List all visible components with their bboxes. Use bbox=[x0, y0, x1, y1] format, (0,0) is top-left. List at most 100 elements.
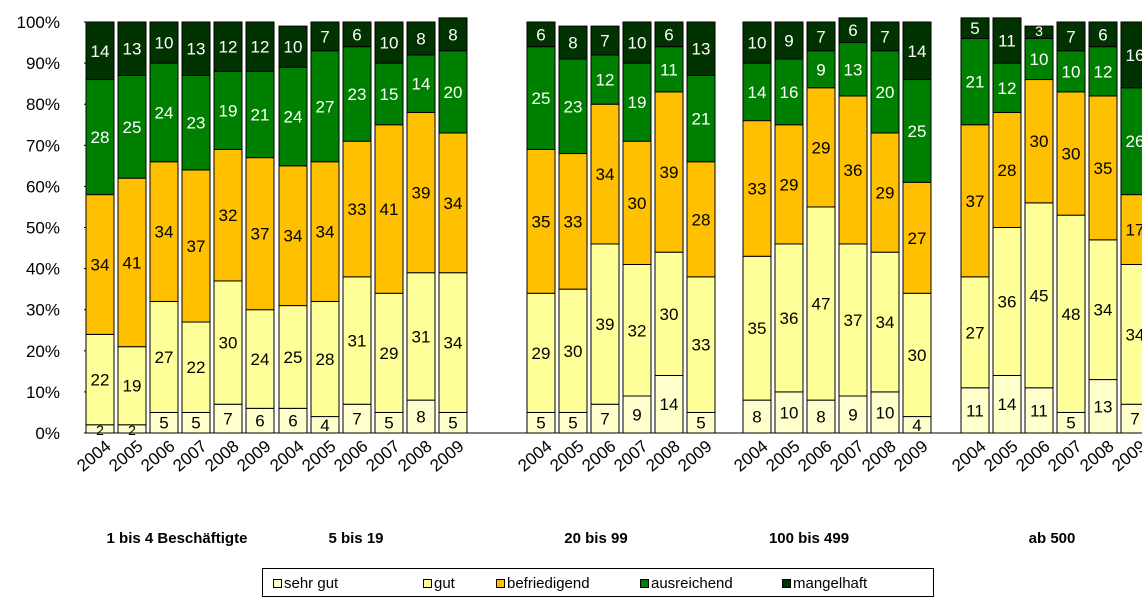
bar-data-label: 28 bbox=[91, 128, 110, 147]
bar-segment-ausreichend bbox=[406, 54, 436, 113]
bar-data-label: 27 bbox=[155, 348, 174, 367]
x-tick-label: 2006 bbox=[137, 437, 178, 476]
bar-data-label: 12 bbox=[219, 38, 238, 57]
bar-data-label: 22 bbox=[91, 371, 110, 390]
y-tick-label: 10% bbox=[26, 383, 60, 402]
y-tick-label: 70% bbox=[26, 136, 60, 155]
legend-swatch-befriedigend bbox=[496, 579, 505, 588]
group-label: 1 bis 4 Beschäftigte bbox=[107, 530, 248, 547]
bar-data-label: 9 bbox=[816, 60, 825, 79]
bar-data-label: 14 bbox=[91, 42, 110, 61]
bar-data-label: 7 bbox=[816, 27, 825, 46]
bar-segment-gut bbox=[774, 243, 804, 393]
bar-data-label: 20 bbox=[444, 83, 463, 102]
bar-segment-mangelhaft bbox=[622, 21, 652, 64]
bar-data-label: 7 bbox=[600, 31, 609, 50]
bar-segment-gut bbox=[117, 346, 147, 426]
bar-data-label: 11 bbox=[998, 31, 1016, 50]
bar-data-label: 11 bbox=[660, 60, 678, 79]
x-tick-label: 2006 bbox=[1012, 437, 1053, 476]
bar-data-label: 5 bbox=[970, 19, 979, 38]
bar-segment-befriedigend bbox=[406, 111, 436, 274]
bar-segment-ausreichend bbox=[838, 42, 868, 97]
bar-data-label: 13 bbox=[123, 40, 142, 59]
bar-segment-gut bbox=[622, 263, 652, 397]
bar-data-label: 13 bbox=[692, 40, 711, 59]
bar-segment-mangelhaft bbox=[438, 17, 468, 52]
bar-data-label: 3 bbox=[1035, 23, 1043, 39]
bar-data-label: 13 bbox=[844, 60, 863, 79]
bar-data-label: 35 bbox=[1094, 159, 1113, 178]
bar-data-label: 14 bbox=[660, 395, 679, 414]
bar-data-label: 28 bbox=[316, 350, 335, 369]
bar-data-label: 34 bbox=[91, 255, 110, 274]
bar-segment-gut bbox=[310, 300, 340, 418]
x-tick-label: 2004 bbox=[514, 437, 555, 476]
bar-data-label: 7 bbox=[320, 27, 329, 46]
bar-segment-befriedigend bbox=[558, 153, 588, 290]
legend-label-befriedigend: befriedigend bbox=[507, 575, 590, 592]
bar-data-label: 30 bbox=[1030, 132, 1049, 151]
bar-data-label: 37 bbox=[251, 225, 270, 244]
bar-data-label: 34 bbox=[596, 165, 615, 184]
bar-data-label: 29 bbox=[532, 344, 551, 363]
bar-segment-mangelhaft bbox=[774, 21, 804, 60]
y-tick-label: 80% bbox=[26, 95, 60, 114]
bar-segment-sehr-gut bbox=[278, 407, 308, 434]
bar-segment-gut bbox=[992, 227, 1022, 376]
bar-segment-mangelhaft bbox=[181, 21, 211, 76]
bar-data-label: 34 bbox=[155, 223, 174, 242]
x-tick-label: 2007 bbox=[610, 437, 651, 476]
bar-data-label: 45 bbox=[1030, 286, 1049, 305]
bar-data-label: 6 bbox=[1098, 25, 1107, 44]
bar-segment-ausreichend bbox=[342, 46, 372, 142]
bar-data-label: 6 bbox=[288, 412, 297, 431]
bar-data-label: 28 bbox=[998, 161, 1017, 180]
bar-data-label: 5 bbox=[1066, 414, 1075, 433]
y-tick-label: 100% bbox=[17, 13, 60, 32]
bar-data-label: 9 bbox=[848, 406, 857, 425]
bar-segment-befriedigend bbox=[245, 157, 275, 311]
x-tick-label: 2004 bbox=[730, 437, 771, 476]
x-tick-label: 2004 bbox=[266, 437, 307, 476]
bar-data-label: 12 bbox=[251, 38, 270, 57]
bar-data-label: 34 bbox=[316, 223, 335, 242]
bar-data-label: 29 bbox=[380, 344, 399, 363]
x-tick-label: 2008 bbox=[858, 437, 899, 476]
bar-data-label: 34 bbox=[876, 313, 895, 332]
bar-data-label: 17 bbox=[1126, 221, 1142, 240]
bar-segment-befriedigend bbox=[654, 91, 684, 253]
bar-data-label: 33 bbox=[748, 179, 767, 198]
legend-item-befriedigend: befriedigend bbox=[496, 575, 590, 592]
bar-segment-mangelhaft bbox=[278, 25, 308, 68]
bar-data-label: 7 bbox=[880, 27, 889, 46]
bar-data-label: 23 bbox=[348, 85, 367, 104]
bar-segment-ausreichend bbox=[774, 58, 804, 126]
bar-segment-mangelhaft bbox=[1088, 21, 1118, 48]
bar-data-label: 10 bbox=[780, 403, 799, 422]
bar-data-label: 26 bbox=[1126, 132, 1142, 151]
bar-data-label: 30 bbox=[628, 194, 647, 213]
x-tick-label: 2007 bbox=[826, 437, 867, 476]
bar-data-label: 12 bbox=[1094, 62, 1113, 81]
bar-data-label: 28 bbox=[692, 210, 711, 229]
bar-data-label: 16 bbox=[1126, 46, 1142, 65]
legend-swatch-mangelhaft bbox=[782, 579, 791, 588]
bar-data-label: 21 bbox=[692, 110, 711, 129]
bar-data-label: 4 bbox=[320, 416, 329, 435]
bar-data-label: 5 bbox=[448, 414, 457, 433]
bar-segment-befriedigend bbox=[1024, 79, 1054, 204]
bar-data-label: 34 bbox=[284, 227, 303, 246]
bar-data-label: 7 bbox=[1130, 410, 1139, 429]
bar-data-label: 8 bbox=[568, 34, 577, 53]
bar-data-label: 5 bbox=[696, 414, 705, 433]
legend-item-gut: gut bbox=[423, 575, 455, 592]
bar-data-label: 14 bbox=[412, 75, 431, 94]
bar-data-label: 21 bbox=[966, 73, 985, 92]
legend-swatch-gut bbox=[423, 579, 432, 588]
bar-data-label: 31 bbox=[348, 332, 367, 351]
bar-data-label: 12 bbox=[596, 71, 615, 90]
x-tick-label: 2005 bbox=[762, 437, 803, 476]
legend-item-mangelhaft: mangelhaft bbox=[782, 575, 867, 592]
bar-data-label: 4 bbox=[912, 416, 921, 435]
